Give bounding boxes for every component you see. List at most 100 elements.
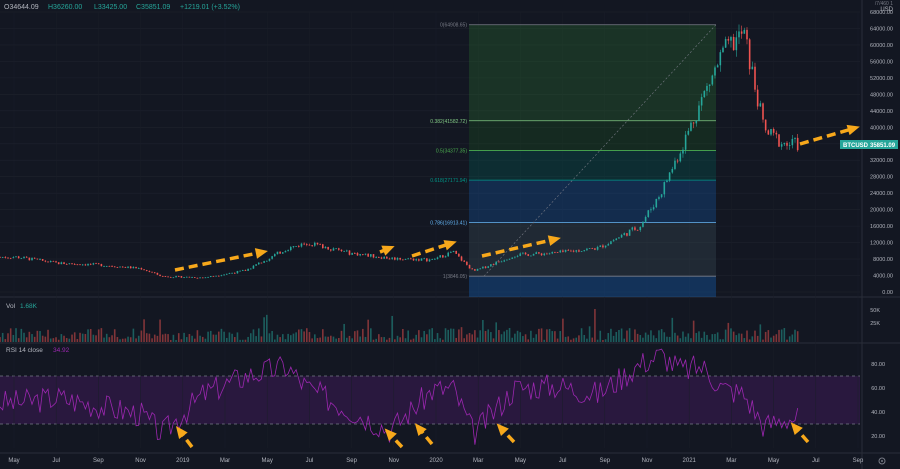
candle-body	[143, 269, 145, 271]
volume-bar	[36, 330, 39, 342]
fib-level-label: 0.618(27171.94)	[430, 178, 467, 184]
candle-body	[281, 252, 284, 254]
fib-level-label: 0.786(16913.41)	[430, 220, 467, 226]
volume-bar	[762, 339, 764, 342]
volume-bar	[751, 336, 754, 342]
volume-bar	[303, 331, 305, 342]
candle-body	[666, 180, 668, 183]
candle-body	[148, 270, 151, 272]
candle-body	[303, 243, 305, 245]
candle-body	[335, 248, 337, 250]
candle-body	[239, 270, 241, 272]
price-tick-label: 12000.00	[870, 241, 893, 247]
volume-bar	[711, 334, 714, 342]
fib-zone	[469, 150, 716, 181]
volume-bar	[143, 319, 145, 342]
volume-bar	[63, 335, 65, 342]
volume-bar	[164, 333, 167, 342]
volume-bar	[444, 328, 447, 342]
candle-body	[439, 255, 441, 258]
candle-body	[708, 84, 711, 86]
candle-body	[196, 277, 199, 279]
volume-bar	[196, 330, 199, 342]
price-tick-label: 8000.00	[873, 257, 893, 263]
volume-bar	[316, 338, 319, 342]
time-tick-label: 2021	[683, 458, 697, 464]
volume-bar	[623, 338, 626, 342]
candle-body	[452, 250, 455, 253]
volume-bar	[684, 336, 687, 342]
time-tick-label: 2019	[176, 458, 190, 464]
candle-body	[145, 270, 148, 271]
time-tick-label: Jul	[306, 458, 314, 464]
candle-body	[220, 275, 223, 277]
volume-bar	[402, 328, 404, 342]
candle-body	[484, 266, 487, 268]
volume-bar	[631, 339, 634, 342]
volume-bar	[119, 339, 121, 342]
volume-bar	[698, 331, 700, 342]
candle-body	[732, 36, 735, 51]
settings-icon[interactable]	[878, 457, 886, 465]
candle-body	[604, 245, 607, 248]
candle-body	[81, 264, 84, 266]
candle-body	[663, 182, 666, 195]
volume-bar	[759, 324, 762, 342]
candle-body	[252, 265, 255, 269]
candle-body	[778, 134, 780, 147]
volume-bar	[394, 339, 396, 342]
volume-bar	[81, 333, 84, 342]
volume-bar	[527, 339, 530, 342]
volume-bar	[578, 335, 580, 342]
candle-body	[79, 264, 81, 266]
ohlc-open: O34644.09	[4, 4, 39, 11]
arrow-annotation	[481, 235, 561, 258]
candle-body	[586, 248, 588, 251]
volume-bar	[367, 319, 369, 342]
candle-body	[33, 257, 36, 259]
volume-bar	[132, 328, 135, 342]
candle-body	[418, 259, 420, 261]
candle-body	[463, 260, 466, 262]
candle-body	[514, 256, 516, 258]
arrow-head	[547, 235, 561, 246]
candle-body	[628, 229, 631, 236]
price-tick-label: 56000.00	[870, 59, 893, 65]
arrow-annotation	[790, 422, 810, 444]
candle-body	[137, 268, 140, 269]
candle-body	[257, 262, 260, 265]
candle-body	[570, 250, 572, 252]
price-tick-label: 60000.00	[870, 43, 893, 49]
candle-body	[599, 245, 602, 247]
candle-body	[607, 244, 610, 246]
volume-bar	[732, 331, 735, 342]
candle-body	[167, 276, 169, 278]
volume-bar	[356, 330, 359, 342]
volume-bar	[276, 334, 279, 342]
candle-body	[711, 75, 714, 85]
volume-bar	[724, 329, 727, 342]
volume-bar	[551, 331, 554, 342]
volume-bar	[289, 335, 292, 342]
volume-bar	[116, 336, 119, 342]
candle-body	[55, 261, 57, 263]
price-tag-value: 35851.09	[870, 143, 896, 149]
volume-bar	[225, 337, 228, 342]
volume-bar	[687, 333, 690, 342]
volume-bar	[682, 331, 684, 342]
volume-bar	[583, 334, 586, 342]
arrow-annotation	[496, 423, 516, 444]
volume-bar	[335, 338, 337, 342]
volume-bar	[399, 337, 401, 342]
candle-body	[458, 253, 460, 257]
volume-bar	[300, 329, 303, 342]
candle-body	[265, 260, 268, 262]
arrow-shaft	[174, 250, 264, 272]
volume-bar	[1, 332, 4, 342]
candle-body	[556, 252, 559, 253]
volume-bar	[97, 329, 100, 342]
candle-body	[562, 250, 564, 252]
volume-bar	[612, 335, 615, 342]
candle-body	[314, 242, 316, 246]
candle-body	[383, 256, 385, 259]
